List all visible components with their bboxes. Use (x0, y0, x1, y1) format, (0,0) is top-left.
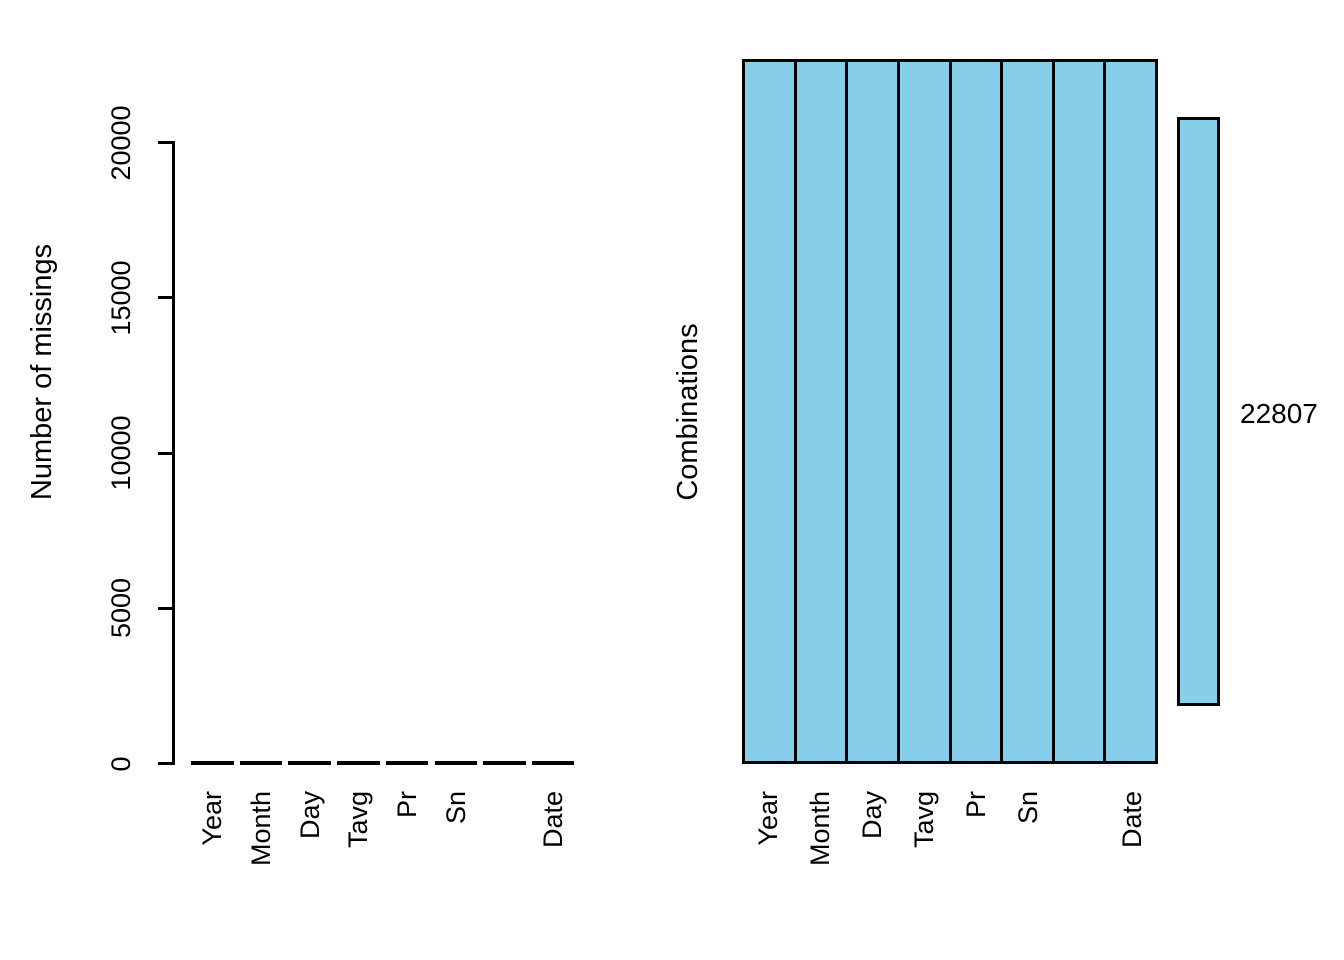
x-axis-label: Month (246, 791, 276, 867)
y-tick-label: 10000 (106, 415, 136, 491)
y-tick (158, 296, 173, 300)
grid-cell (845, 62, 897, 761)
y-axis-title-combinations: Combinations (672, 323, 704, 501)
grid-cell (1000, 62, 1052, 761)
y-axis-title-missings: Number of missings (26, 243, 58, 501)
grid-cell (1051, 62, 1104, 761)
y-tick (158, 606, 173, 610)
bar (434, 760, 478, 765)
x-axis-label (490, 791, 520, 931)
x-axis-label: Day (857, 791, 887, 840)
bar (239, 760, 283, 765)
combinations-grid (742, 59, 1158, 764)
bar (191, 760, 234, 765)
combination-count-label: 22807 (1240, 398, 1318, 429)
bar (385, 760, 429, 765)
y-tick-label: 0 (106, 755, 136, 772)
x-axis-label: Tavg (909, 791, 939, 849)
y-tick-label: 20000 (106, 104, 136, 181)
x-axis-label: Tavg (343, 791, 374, 849)
y-axis-line (172, 141, 175, 765)
x-axis-label: Month (805, 791, 835, 867)
bar (531, 760, 575, 765)
x-axis-label: Day (294, 791, 325, 840)
combination-count-bar (1177, 117, 1220, 706)
x-axis-label: Year (753, 791, 783, 846)
x-axis-label: Year (197, 791, 228, 846)
grid-cell (948, 62, 1001, 761)
x-axis-label: Pr (392, 791, 423, 818)
x-axis-label (1065, 791, 1095, 931)
x-axis-label: Pr (961, 791, 991, 818)
bar (288, 760, 331, 765)
y-tick-label: 5000 (106, 578, 136, 639)
grid-cell (896, 62, 949, 761)
y-tick (158, 141, 173, 144)
x-axis-label: Date (1117, 791, 1147, 849)
grid-cell (1103, 62, 1155, 761)
y-tick-label: 15000 (106, 260, 136, 336)
bar (483, 760, 526, 765)
x-axis-label: Date (538, 791, 569, 849)
grid-cell (745, 62, 794, 761)
y-tick (158, 762, 173, 765)
x-axis-label: Sn (440, 791, 471, 825)
bar (337, 760, 380, 765)
grid-cell (793, 62, 846, 761)
x-axis-label: Sn (1013, 791, 1043, 825)
y-tick (158, 451, 173, 455)
